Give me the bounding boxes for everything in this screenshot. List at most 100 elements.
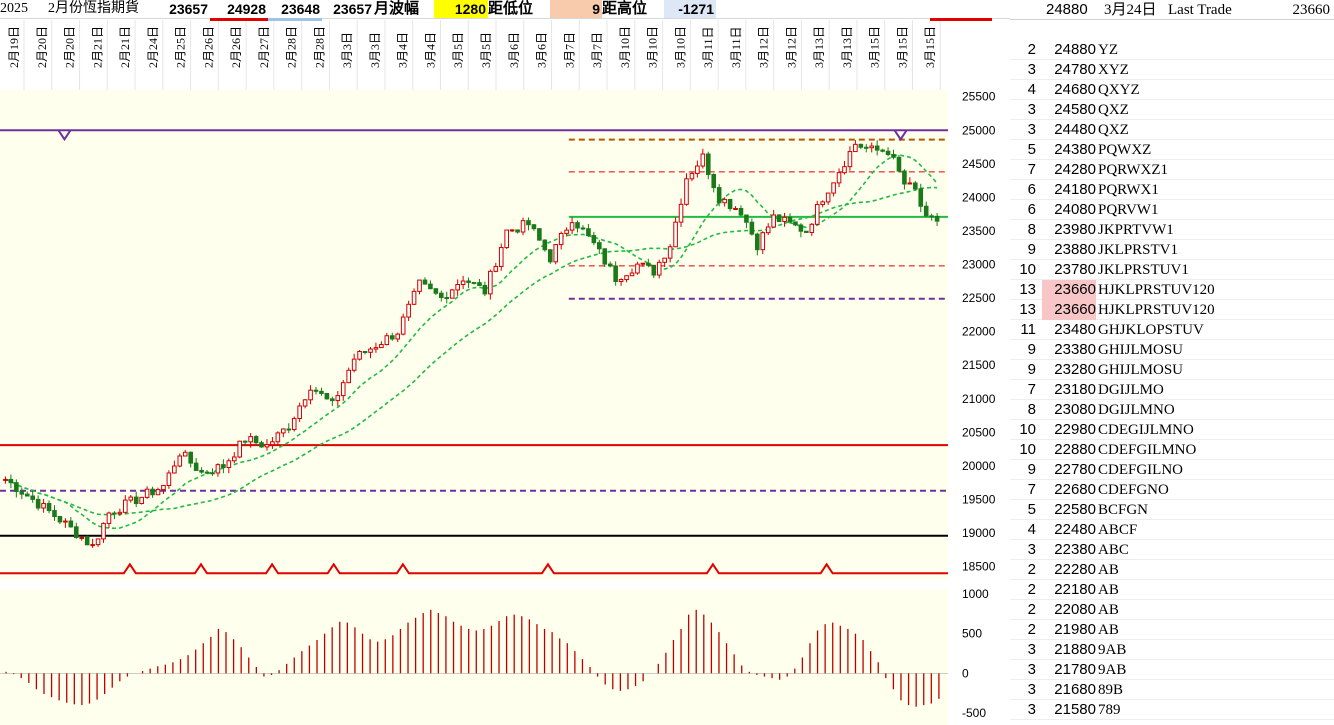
price-level: 23880: [1054, 241, 1096, 258]
candle-body: [242, 440, 248, 443]
candle-body: [221, 464, 226, 468]
price-level: 23780: [1054, 261, 1096, 278]
candle-body: [63, 520, 68, 523]
candle-body: [112, 512, 117, 515]
price-row: 10 22880 CDEFGILMNO: [1010, 440, 1334, 460]
candle-body: [607, 263, 613, 267]
date-label: 2月21日: [118, 26, 132, 68]
candle-body: [482, 284, 488, 295]
candle-body: [313, 389, 319, 392]
date-label: 2月19日: [7, 26, 21, 68]
candle-body: [330, 398, 335, 402]
tpo-count: 2: [1027, 601, 1036, 618]
candle-body: [787, 216, 793, 223]
price-tick: 20500: [962, 425, 996, 439]
candle-body: [368, 348, 373, 353]
candle-body: [362, 351, 368, 354]
date-label: 3月4日: [423, 32, 437, 68]
candle-body: [498, 247, 504, 267]
price-row: 3 24480 QXZ: [1010, 120, 1334, 140]
tpo-letters: AB: [1098, 622, 1119, 638]
header-open: 23657: [160, 0, 210, 18]
candle-body: [259, 442, 264, 448]
osc-tick: 0: [962, 666, 969, 680]
candle-body: [564, 229, 569, 234]
candle-body: [106, 512, 112, 524]
candle-body: [640, 262, 646, 265]
candle-body: [863, 146, 869, 149]
date-label: 3月11日: [729, 26, 743, 68]
candle-body: [291, 418, 297, 431]
candle-body: [825, 192, 831, 203]
candle-body: [237, 440, 243, 458]
candle-body: [700, 153, 706, 167]
price-level: 22180: [1054, 581, 1096, 598]
date-label: 3月5日: [479, 32, 493, 68]
header-title: 2月份恆指期貨: [48, 0, 160, 18]
candle-body: [275, 432, 281, 443]
candle-body: [286, 428, 292, 431]
candle-body: [177, 455, 183, 467]
price-level: 21980: [1054, 621, 1096, 638]
tpo-count: 8: [1027, 221, 1036, 238]
price-distribution-table: 24880 3月24日 Last Trade 23660 2 24880 YZ 3 24…: [1010, 0, 1334, 725]
price-row: 3 24780 XYZ: [1010, 60, 1334, 80]
candle-body: [270, 441, 275, 446]
tpo-letters: AB: [1098, 582, 1119, 598]
price-tick: 22500: [962, 291, 996, 305]
date-label: 3月10日: [618, 26, 632, 68]
osc-tick: 500: [962, 627, 982, 641]
price-level: 23280: [1054, 361, 1096, 378]
price-level: 22680: [1054, 481, 1096, 498]
header-range_label: 月波幅: [374, 0, 434, 18]
price-level: 22580: [1054, 501, 1096, 518]
tpo-count: 3: [1027, 641, 1036, 658]
candle-body: [613, 265, 618, 283]
price-row: 3 24580 QXZ: [1010, 100, 1334, 120]
bottom-marker-line: [0, 562, 948, 575]
tpo-count: 2: [1027, 41, 1036, 58]
header-bar: 2025 2月份恆指期貨 23657 24928 23648 23657 月波幅 1280 距低…: [0, 0, 1010, 19]
candle-body: [101, 522, 106, 540]
tpo-count: 3: [1027, 541, 1036, 558]
last-trade-row: 24880 3月24日 Last Trade 23660: [1010, 0, 1334, 20]
candle-body: [558, 232, 564, 246]
price-level: 24780: [1054, 61, 1096, 78]
date-label: 2月28日: [312, 26, 326, 68]
candle-body: [90, 544, 95, 547]
candle-body: [57, 516, 63, 523]
date-label: 2月25日: [174, 26, 188, 68]
price-level: 23380: [1054, 341, 1096, 358]
tpo-letters: CDEFGILMNO: [1098, 442, 1197, 458]
date-label: 2月24日: [146, 26, 160, 68]
tpo-count: 6: [1027, 201, 1036, 218]
tpo-letters: QXZ: [1098, 102, 1129, 118]
date-label: 3月4日: [396, 32, 410, 68]
candle-body: [357, 351, 362, 360]
tpo-letters: 789: [1098, 702, 1121, 718]
tpo-letters: HJKLPRSTUV120: [1098, 302, 1215, 318]
price-level: 21880: [1054, 641, 1096, 658]
tpo-count: 11: [1020, 321, 1036, 338]
price-tick: 23500: [962, 224, 996, 238]
candle-body: [553, 244, 559, 263]
candle-body: [166, 472, 172, 486]
candle-body: [809, 223, 815, 233]
candle-body: [297, 405, 302, 420]
candle-body: [346, 369, 351, 384]
candle-body: [913, 182, 918, 190]
price-row: 11 23480 GHJKLOPSTUV: [1010, 320, 1334, 340]
candle-body: [673, 221, 678, 248]
candle-body: [466, 280, 471, 283]
candle-body: [531, 224, 537, 230]
candle-body: [624, 275, 629, 281]
price-level: 21680: [1054, 681, 1096, 698]
candle-body: [253, 436, 259, 444]
price-level: 22480: [1054, 521, 1096, 538]
tpo-letters: CDEGIJLMNO: [1098, 422, 1194, 438]
candle-body: [264, 444, 270, 448]
price-row: 2 22280 AB: [1010, 560, 1334, 580]
candle-body: [597, 242, 602, 250]
trade-date: 3月24日: [1104, 2, 1157, 18]
price-chart: 2月19日 2月20日 2月20日 2月21日 2月21日 2月24日 2月25日 2月26日…: [0, 20, 996, 725]
